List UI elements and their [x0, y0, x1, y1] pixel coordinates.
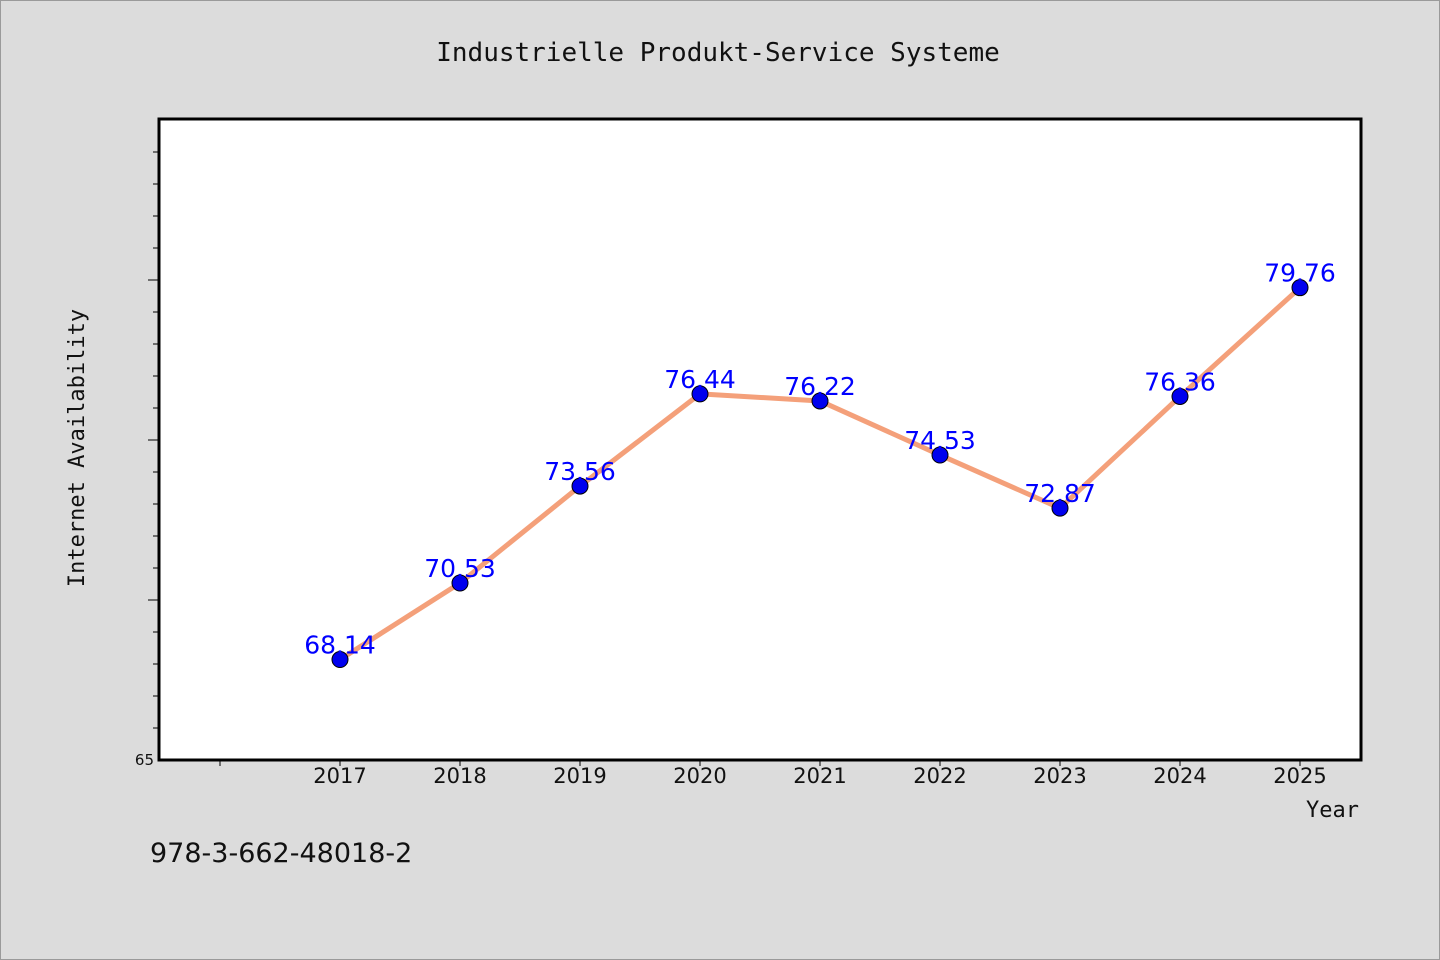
data-point	[1051, 499, 1069, 517]
x-tick-label: 2024	[1153, 764, 1206, 788]
data-point	[571, 477, 589, 495]
data-label: 76.44	[664, 365, 736, 394]
x-tick-label: 2020	[673, 764, 726, 788]
data-label: 74.53	[904, 426, 976, 455]
data-point	[331, 651, 349, 669]
data-point	[1291, 279, 1309, 297]
y-axis-label: Internet Availability	[65, 309, 90, 587]
data-label: 76.36	[1144, 367, 1216, 396]
data-label: 72.87	[1024, 479, 1096, 508]
chart-title: Industrielle Produkt-Service Systeme	[436, 38, 1000, 68]
data-point	[1171, 387, 1189, 405]
x-tick-label: 2018	[433, 764, 486, 788]
y-axis-ticks: 65	[135, 151, 160, 769]
isbn-text: 978-3-662-48018-2	[150, 838, 412, 869]
data-label: 73.56	[544, 457, 616, 486]
data-point	[811, 392, 829, 410]
data-point	[691, 385, 709, 403]
data-point	[451, 574, 469, 592]
data-label: 76.22	[784, 372, 856, 401]
x-tick-label: 2023	[1033, 764, 1086, 788]
x-axis-label: Year	[1306, 798, 1359, 823]
data-label: 70.53	[424, 554, 496, 583]
x-tick-label: 2019	[553, 764, 606, 788]
x-tick-label: 2022	[913, 764, 966, 788]
plot-area	[157, 117, 1363, 762]
series-layer: 68.14 70.53 73.56 76.44 76.22 74.53 72.87 76.36…	[304, 259, 1336, 669]
data-label: 68.14	[304, 631, 376, 660]
y-tick-label: 65	[135, 751, 154, 769]
data-label: 79.76	[1264, 259, 1336, 288]
x-tick-label: 2017	[313, 764, 366, 788]
x-tick-label: 2021	[793, 764, 846, 788]
x-tick-label: 2025	[1273, 764, 1326, 788]
data-point	[931, 446, 949, 464]
x-axis-ticks: 2017 2018 2019 2020 2021 2022 2023 2024 2025	[219, 760, 1327, 788]
